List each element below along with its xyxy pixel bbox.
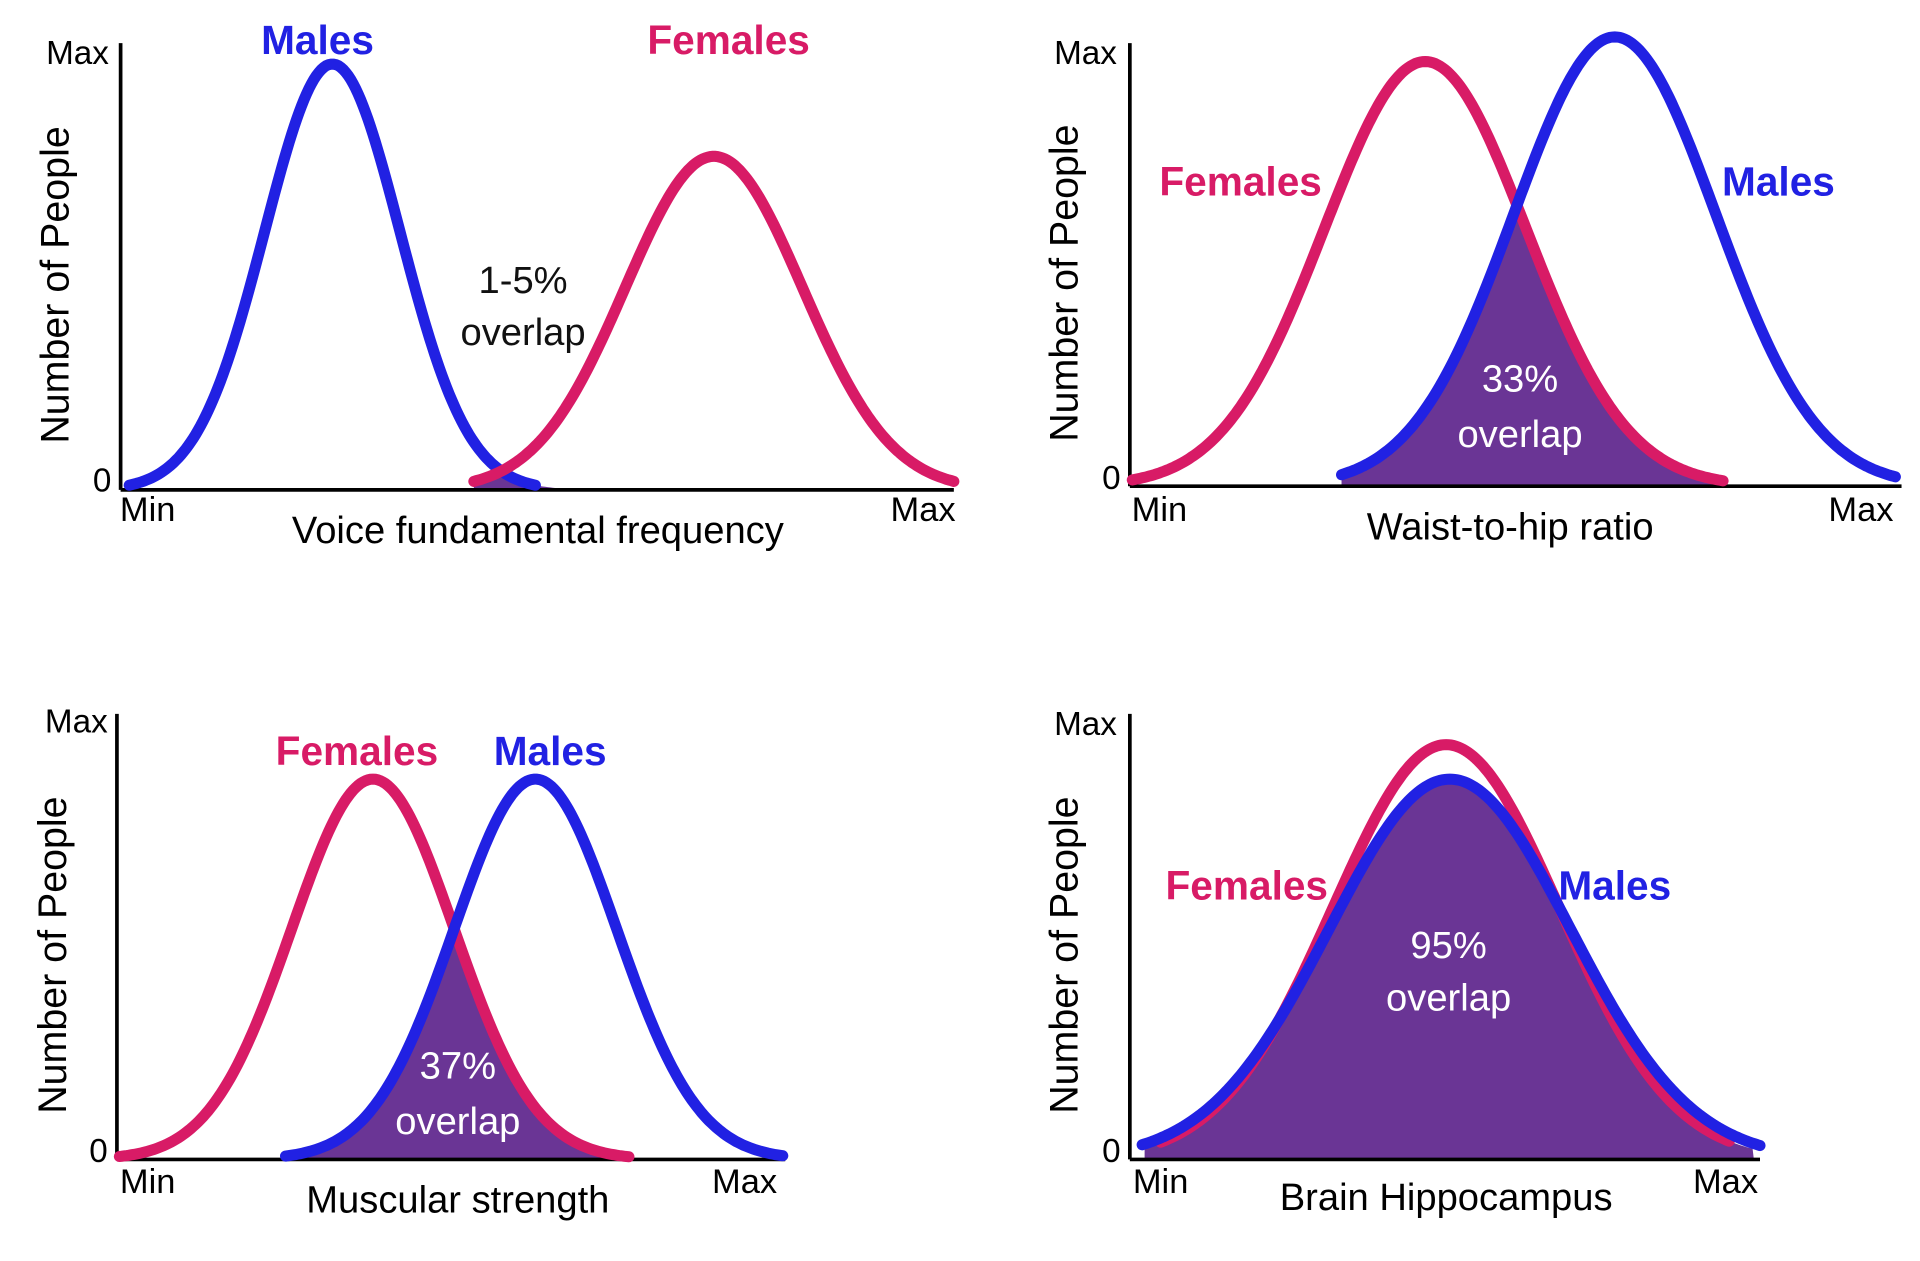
overlap-annotation: overlap: [1457, 413, 1582, 456]
y-axis-label: Number of People: [1042, 796, 1086, 1113]
distribution-curve: [1336, 31, 1901, 483]
distribution-curve: [123, 58, 541, 491]
overlap-annotation: overlap: [395, 1100, 520, 1143]
x-tick-label: Max: [712, 1163, 777, 1201]
distribution-curve: [1126, 56, 1729, 487]
x-axis-label: Voice fundamental frequency: [292, 509, 784, 552]
series-label: Males: [1558, 862, 1671, 908]
y-tick-label: Max: [1054, 35, 1117, 72]
overlap-annotation: 95%: [1410, 924, 1486, 967]
x-tick-label: Min: [120, 1163, 176, 1201]
series-label: Females: [276, 728, 439, 774]
y-axis-label: Number of People: [31, 796, 75, 1113]
panel: Females Males Number of People Max 0 Min Max Wa…: [1042, 31, 1902, 548]
overlap-annotation: 1-5%: [479, 259, 568, 302]
y-tick-label: Max: [45, 704, 108, 741]
x-tick-label: Max: [1693, 1163, 1758, 1201]
series-label: Males: [1722, 158, 1835, 204]
overlap-annotation: 33%: [1482, 358, 1558, 401]
distribution-curve: [113, 773, 635, 1163]
y-tick-label: 0: [93, 462, 111, 499]
series-label: Females: [1159, 158, 1322, 204]
x-axis-label: Muscular strength: [306, 1179, 609, 1222]
x-tick-label: Max: [1828, 491, 1893, 529]
x-axis-label: Waist-to-hip ratio: [1367, 505, 1654, 548]
series-label: Males: [261, 17, 374, 63]
overlap-area: [285, 932, 631, 1160]
distribution-curve: [468, 150, 960, 487]
y-tick-label: Max: [46, 35, 109, 72]
x-tick-label: Min: [120, 491, 176, 529]
overlap-area: [1341, 207, 1724, 487]
panel: Females Males Number of People Max 0 Min Max Br…: [1042, 706, 1766, 1219]
series-label: Females: [647, 17, 810, 63]
series-label: Females: [1165, 862, 1328, 908]
overlap-annotation: 37%: [420, 1044, 496, 1087]
distribution-curve: [1136, 773, 1766, 1152]
y-axis-label: Number of People: [33, 126, 77, 443]
x-tick-label: Min: [1132, 491, 1188, 529]
overlap-annotation: overlap: [461, 311, 586, 354]
y-tick-label: 0: [1102, 1133, 1120, 1170]
series-label: Males: [494, 728, 607, 774]
panel: Females Males Number of People Max 0 Min Max Mu…: [31, 704, 789, 1222]
y-tick-label: 0: [89, 1133, 107, 1170]
y-tick-label: 0: [1102, 460, 1120, 497]
y-axis-label: Number of People: [1042, 124, 1086, 441]
x-tick-label: Min: [1133, 1163, 1189, 1201]
x-axis-label: Brain Hippocampus: [1280, 1176, 1613, 1219]
overlap-annotation: overlap: [1386, 977, 1511, 1020]
y-tick-label: Max: [1054, 706, 1117, 743]
overlap-area: [1144, 779, 1754, 1160]
distribution-curve: [280, 773, 789, 1162]
x-tick-label: Max: [891, 491, 956, 529]
